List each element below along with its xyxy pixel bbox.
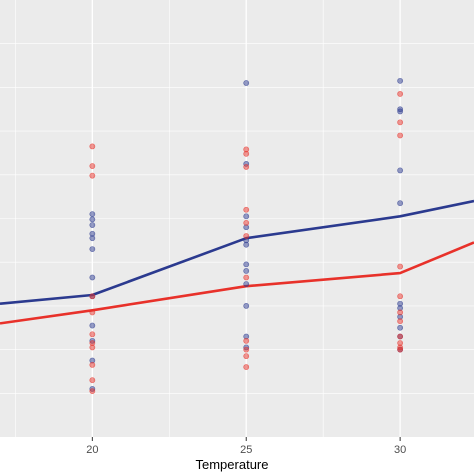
data-point-blue	[89, 322, 96, 329]
data-point-blue	[243, 302, 250, 309]
data-point-red	[89, 143, 96, 150]
data-point-red	[89, 309, 96, 316]
data-point-red	[89, 331, 96, 338]
data-point-red	[397, 333, 404, 340]
data-point-red	[89, 172, 96, 179]
data-point-red	[243, 164, 250, 170]
data-point-blue	[243, 261, 250, 268]
data-point-blue	[89, 235, 96, 242]
data-point-red	[243, 233, 250, 239]
data-point-blue	[243, 213, 250, 220]
x-axis-ticks: 20 25 30	[86, 437, 406, 456]
data-point-red	[397, 119, 404, 126]
data-point-red	[397, 132, 404, 139]
x-axis-title: Temperature	[196, 457, 269, 472]
data-point-blue	[397, 200, 404, 207]
data-point-blue	[397, 324, 404, 331]
data-point-red	[243, 274, 250, 281]
data-point-blue	[89, 211, 96, 218]
data-points	[89, 77, 404, 395]
data-point-red	[397, 346, 404, 353]
data-point-blue	[89, 216, 96, 223]
data-point-red	[243, 206, 250, 213]
data-point-red	[397, 263, 404, 270]
data-point-red	[89, 377, 96, 384]
data-point-blue	[243, 281, 250, 287]
data-point-red	[243, 353, 250, 360]
data-point-red	[397, 318, 404, 325]
data-point-red	[243, 346, 250, 353]
data-point-red	[89, 163, 96, 169]
data-point-red	[397, 309, 404, 316]
x-tick-label: 25	[240, 444, 252, 456]
data-point-red	[397, 293, 404, 300]
data-point-blue	[243, 80, 250, 86]
data-point-red	[397, 91, 404, 97]
data-point-blue	[243, 241, 250, 248]
data-point-red	[89, 388, 96, 395]
data-point-blue	[397, 77, 404, 84]
x-tick-label: 30	[394, 444, 406, 456]
data-point-red	[243, 337, 250, 344]
x-tick-label: 20	[86, 444, 98, 456]
data-point-blue	[89, 222, 96, 228]
data-point-blue	[397, 167, 404, 174]
data-point-red	[89, 361, 96, 368]
data-point-red	[243, 150, 250, 157]
data-point-red	[243, 364, 250, 370]
data-point-red	[243, 219, 250, 226]
data-point-red	[89, 293, 96, 300]
data-point-red	[89, 344, 96, 351]
data-point-blue	[243, 268, 250, 274]
data-point-blue	[397, 108, 404, 115]
data-point-blue	[89, 274, 96, 281]
data-point-blue	[89, 246, 96, 252]
